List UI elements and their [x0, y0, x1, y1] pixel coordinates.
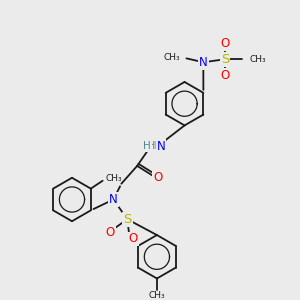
Text: O: O [106, 226, 115, 238]
Text: N: N [199, 56, 208, 69]
Text: CH₃: CH₃ [163, 53, 180, 62]
Text: S: S [221, 53, 229, 66]
Text: O: O [129, 232, 138, 245]
Text: S: S [123, 213, 131, 226]
Text: CH₃: CH₃ [148, 291, 165, 300]
Text: O: O [220, 69, 230, 82]
Text: N: N [157, 140, 166, 153]
Text: HN: HN [147, 141, 163, 151]
Text: O: O [220, 37, 230, 50]
Text: O: O [153, 171, 163, 184]
Text: CH₃: CH₃ [106, 174, 122, 183]
Text: N: N [199, 56, 208, 69]
Text: N: N [109, 193, 118, 206]
Text: H: H [143, 141, 151, 151]
Text: N: N [109, 193, 118, 206]
Text: CH₃: CH₃ [250, 55, 266, 64]
